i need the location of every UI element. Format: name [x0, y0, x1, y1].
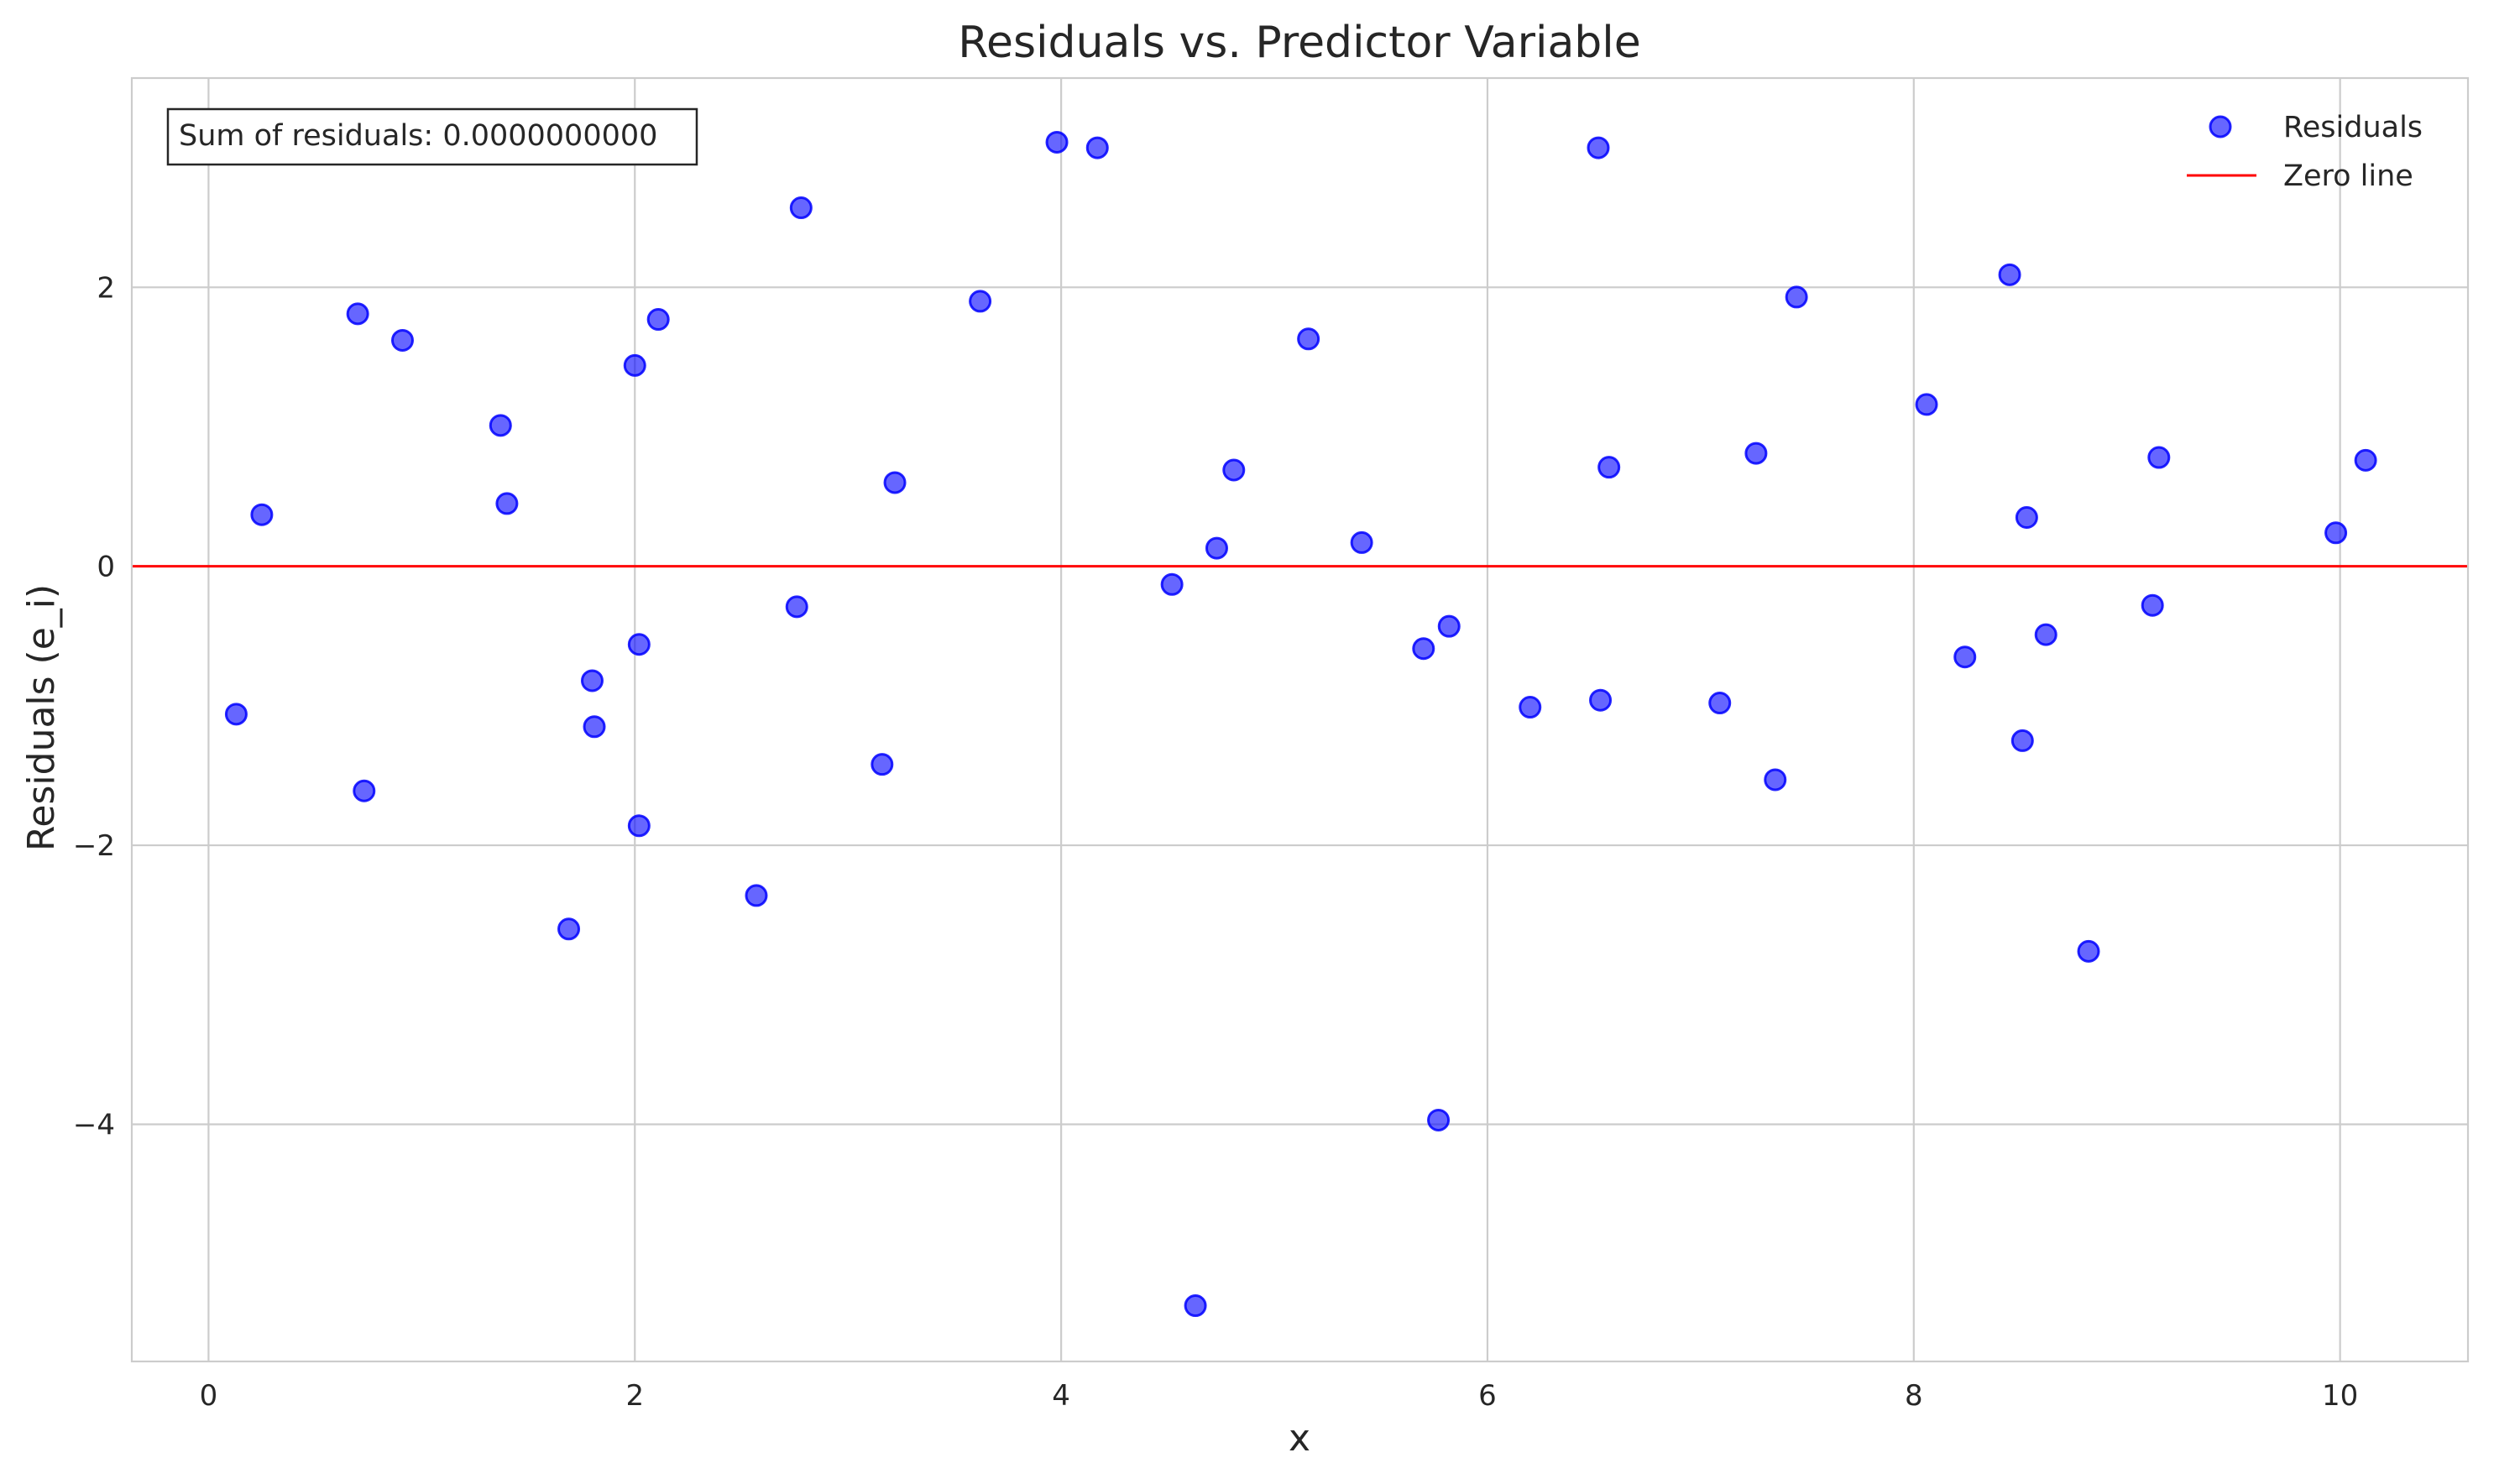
residual-point [353, 779, 376, 802]
residual-point [1045, 130, 1069, 154]
residual-point [785, 595, 808, 619]
residual-point [627, 814, 651, 838]
y-axis-ticks: 2 0 −2 −4 [73, 271, 115, 1142]
residual-point [627, 633, 651, 656]
x-tick-label: 6 [1478, 1379, 1497, 1413]
residual-point [1297, 327, 1320, 351]
y-tick-label: −2 [73, 829, 115, 863]
sum-annotation: Sum of residuals: 0.0000000000 [166, 107, 698, 166]
residual-point [250, 503, 274, 526]
legend: Residuals Zero line [2187, 111, 2423, 193]
residual-point [489, 414, 512, 437]
plot-background [132, 78, 2468, 1361]
residual-point [1350, 530, 1373, 554]
x-tick-label: 8 [1905, 1379, 1923, 1413]
residual-point [1708, 692, 1732, 715]
legend-label-residuals: Residuals [2283, 111, 2423, 144]
residual-point [495, 492, 519, 515]
residual-point [1587, 136, 1610, 159]
plot-area [130, 76, 2470, 1363]
residual-point [871, 753, 894, 776]
residual-points [224, 130, 2377, 1318]
legend-label-zero-line: Zero line [2283, 159, 2413, 193]
residual-point [1427, 1108, 1451, 1131]
legend-marker-residuals [2209, 115, 2232, 138]
residual-point [1785, 285, 1808, 309]
residual-point [1412, 637, 1435, 661]
residual-point [2015, 506, 2038, 530]
residual-point [1998, 263, 2021, 286]
residual-point [1184, 1294, 1207, 1318]
residual-point [1764, 768, 1787, 792]
x-axis-ticks: 0 2 4 6 8 10 [200, 1379, 2359, 1413]
residual-point [2034, 623, 2057, 646]
x-axis-label: x [1289, 1417, 1310, 1460]
plot-frame [130, 76, 2470, 1363]
residual-point [969, 290, 992, 313]
residual-point [580, 669, 604, 692]
chart-title: Residuals vs. Predictor Variable [958, 18, 1641, 68]
residual-point [1085, 136, 1109, 159]
residual-point [2010, 729, 2034, 752]
residual-point [583, 715, 606, 739]
x-tick-label: 2 [625, 1379, 644, 1413]
residual-point [346, 302, 369, 326]
x-tick-label: 0 [200, 1379, 218, 1413]
residual-point [390, 328, 414, 352]
residual-point [646, 308, 670, 332]
y-tick-label: −4 [73, 1108, 115, 1142]
residual-point [2077, 939, 2100, 963]
residual-point [557, 917, 581, 941]
residual-point [883, 471, 907, 494]
residual-point [623, 353, 646, 377]
residual-point [224, 703, 248, 726]
residual-point [1205, 536, 1228, 560]
y-axis-label: Residuals (e_i) [20, 584, 63, 851]
residual-point [1437, 614, 1461, 638]
residual-point [745, 884, 768, 907]
residual-point [2354, 448, 2377, 472]
x-tick-label: 4 [1052, 1379, 1070, 1413]
x-tick-label: 10 [2322, 1379, 2358, 1413]
residual-point [1953, 645, 1977, 669]
residual-point [1744, 442, 1768, 465]
residual-point [1160, 572, 1184, 596]
residual-point [2324, 521, 2348, 545]
y-tick-label: 2 [97, 271, 115, 305]
residual-point [1589, 688, 1613, 712]
residual-point [1222, 458, 1246, 482]
residual-point [2141, 593, 2164, 617]
annotation-box [166, 107, 698, 166]
annotation-text: Sum of residuals: 0.0000000000 [179, 119, 657, 153]
residual-point [2147, 446, 2171, 469]
y-tick-label: 0 [97, 551, 115, 584]
residual-point [1597, 456, 1621, 479]
residual-point [1915, 393, 1938, 416]
residual-point [789, 196, 813, 220]
residual-point [1519, 696, 1542, 719]
